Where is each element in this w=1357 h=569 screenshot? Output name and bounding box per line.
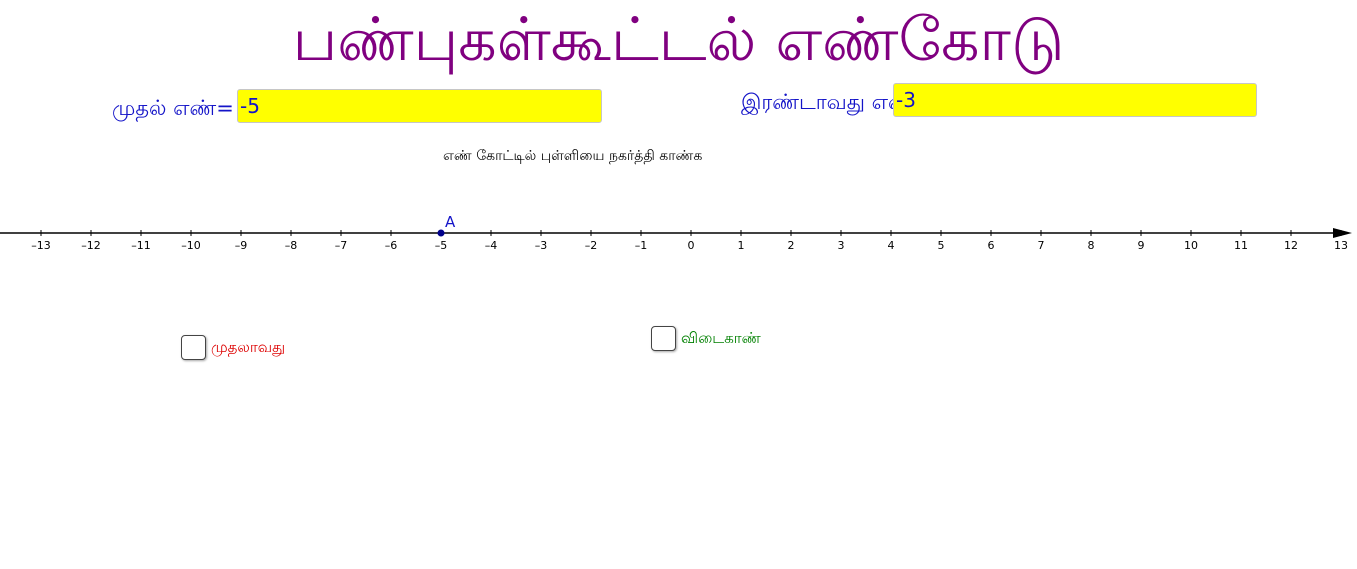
tick-label: –8 [285,239,298,252]
page-title: பண்புகள்கூட்டல் எண்கோடு [292,5,1065,75]
tick-label: –2 [585,239,598,252]
number-line-arrow-icon [1333,228,1352,238]
tick-label: 5 [938,239,945,252]
tick-label: –7 [335,239,348,252]
second-number-input[interactable] [893,83,1257,117]
tick-label: –11 [131,239,151,252]
number-line: –13 –12 –11 –10 –9 –8 –7 –6 –5 –4 –3 –2 –1 0 1 2 3 4 5 6 7 8 9… [0,213,1352,252]
tick-label: –6 [385,239,398,252]
answer-checkbox[interactable]: விடைகாண் [651,326,761,351]
tick-label: 6 [988,239,995,252]
tick-label: 12 [1284,239,1298,252]
tick-label: –5 [435,239,448,252]
tick-label: 10 [1184,239,1198,252]
tick-label: –12 [81,239,101,252]
second-number-label: இரண்டாவது எண் [741,90,915,114]
first-number-label: முதல் எண்= [112,96,234,120]
tick-label: 1 [738,239,745,252]
tick-label: 8 [1088,239,1095,252]
tick-label: 9 [1138,239,1145,252]
point-a-label: A [445,213,456,231]
instruction-text: எண் கோட்டில் புள்ளியை நகர்த்தி காண்க [443,148,703,164]
first-checkbox-label[interactable]: முதலாவது [211,337,286,356]
tick-label: –13 [31,239,51,252]
tick-label: 0 [688,239,695,252]
answer-checkbox-label[interactable]: விடைகாண் [681,328,761,347]
first-checkbox-box[interactable] [181,335,206,360]
first-number-input[interactable] [237,89,602,123]
tick-label: 13 [1334,239,1348,252]
tick-label: 2 [788,239,795,252]
tick-label: –1 [635,239,648,252]
tick-label: 7 [1038,239,1045,252]
first-checkbox[interactable]: முதலாவது [181,335,285,360]
tick-label: –3 [535,239,548,252]
point-a[interactable] [437,229,445,237]
answer-checkbox-box[interactable] [651,326,676,351]
tick-label: 3 [838,239,845,252]
tick-label: 11 [1234,239,1248,252]
tick-label: –9 [235,239,248,252]
tick-label: –4 [485,239,498,252]
tick-label: 4 [888,239,895,252]
tick-label: –10 [181,239,201,252]
